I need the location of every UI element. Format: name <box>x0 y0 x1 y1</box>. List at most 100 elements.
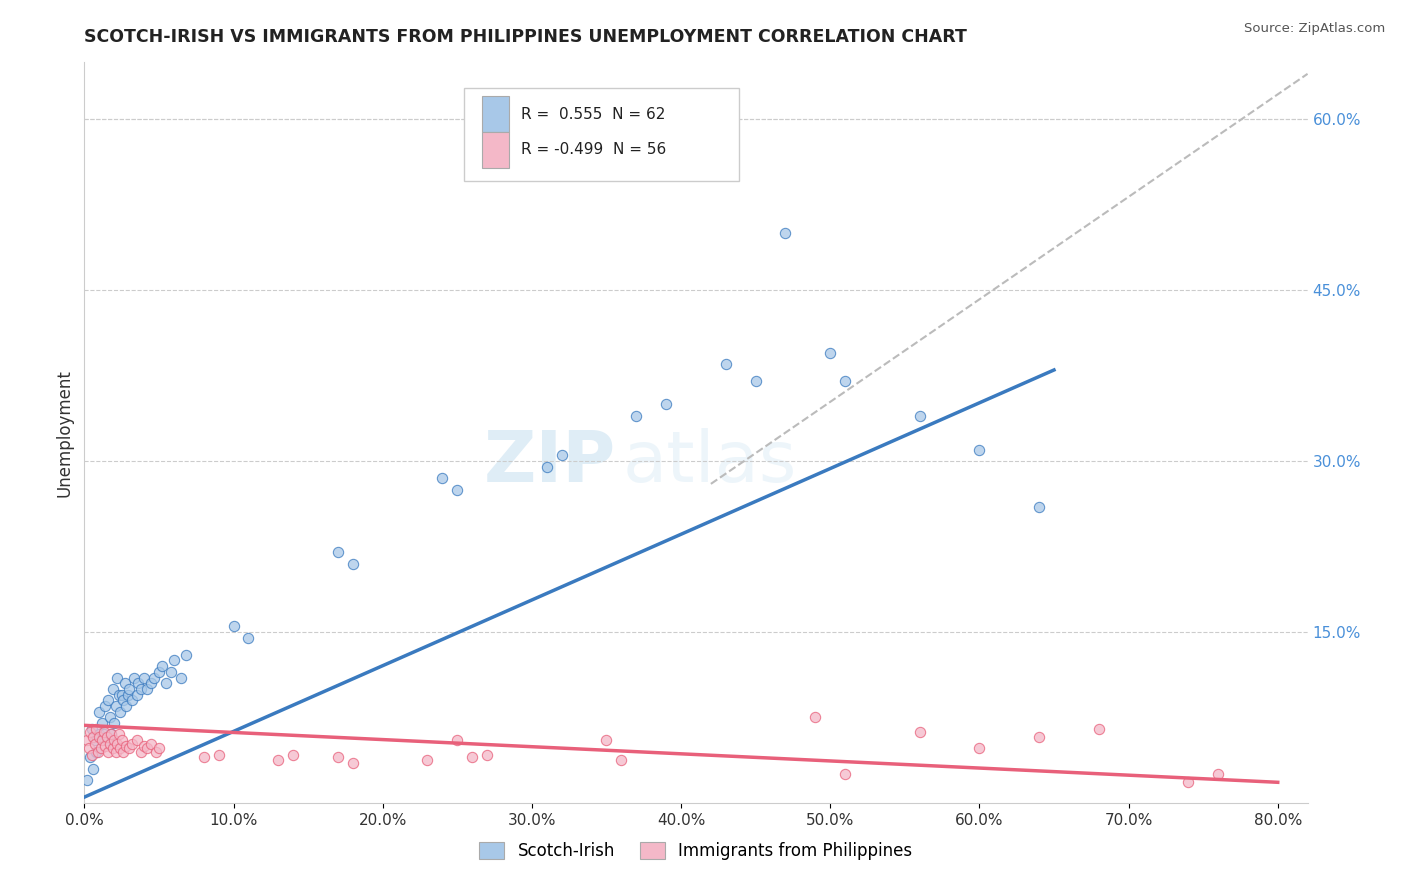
Point <box>108 741 131 756</box>
Point <box>170 671 193 685</box>
Point <box>97 693 120 707</box>
Point <box>145 745 167 759</box>
Y-axis label: Unemployment: Unemployment <box>55 368 73 497</box>
Point <box>150 659 173 673</box>
Legend: Scotch-Irish, Immigrants from Philippines: Scotch-Irish, Immigrants from Philippine… <box>471 834 921 869</box>
FancyBboxPatch shape <box>482 96 509 132</box>
Point <box>148 665 170 679</box>
Point <box>105 671 128 685</box>
Point <box>446 733 468 747</box>
Point <box>82 730 104 744</box>
Point <box>121 737 143 751</box>
Point <box>101 681 124 696</box>
Point <box>163 653 186 667</box>
Point <box>107 727 129 741</box>
Point <box>267 752 290 766</box>
Point <box>111 688 134 702</box>
Point <box>83 737 105 751</box>
Point <box>103 716 125 731</box>
Point <box>117 688 139 702</box>
Point <box>121 693 143 707</box>
Point <box>77 741 100 756</box>
Point <box>446 483 468 497</box>
Point <box>108 705 131 719</box>
Point <box>148 741 170 756</box>
Point <box>908 725 931 739</box>
Point <box>610 752 633 766</box>
Point <box>155 676 177 690</box>
Point <box>91 733 114 747</box>
Point <box>1028 500 1050 514</box>
Text: SCOTCH-IRISH VS IMMIGRANTS FROM PHILIPPINES UNEMPLOYMENT CORRELATION CHART: SCOTCH-IRISH VS IMMIGRANTS FROM PHILIPPI… <box>84 28 967 45</box>
Point <box>141 676 163 690</box>
Point <box>93 727 115 741</box>
Point <box>94 739 117 753</box>
Text: Source: ZipAtlas.com: Source: ZipAtlas.com <box>1244 22 1385 36</box>
Point <box>551 449 574 463</box>
Point <box>1177 775 1199 789</box>
Point <box>160 665 183 679</box>
Point <box>775 227 797 241</box>
FancyBboxPatch shape <box>482 132 509 168</box>
Point <box>1028 730 1050 744</box>
Point <box>416 752 439 766</box>
Point <box>222 619 245 633</box>
Point <box>342 557 364 571</box>
Point <box>174 648 197 662</box>
Point <box>125 733 148 747</box>
Point <box>136 681 159 696</box>
Point <box>536 459 558 474</box>
Point <box>127 676 149 690</box>
Point <box>80 747 103 762</box>
Point <box>132 739 155 753</box>
Point <box>969 741 991 756</box>
Point <box>104 698 127 713</box>
Point <box>80 722 103 736</box>
Point <box>122 671 145 685</box>
Point <box>118 681 141 696</box>
Point <box>1087 722 1109 736</box>
Point <box>90 741 112 756</box>
Point <box>326 750 349 764</box>
Point <box>804 710 827 724</box>
FancyBboxPatch shape <box>464 88 738 181</box>
Point <box>112 693 135 707</box>
Point <box>100 727 122 741</box>
Point <box>105 737 128 751</box>
Point <box>79 750 101 764</box>
Point <box>969 442 991 457</box>
Point <box>432 471 454 485</box>
Point <box>87 745 110 759</box>
Point <box>118 741 141 756</box>
Point <box>129 745 152 759</box>
Text: R =  0.555  N = 62: R = 0.555 N = 62 <box>522 107 665 122</box>
Point <box>84 722 107 736</box>
Point <box>475 747 498 762</box>
Point <box>101 741 124 756</box>
Point <box>84 745 107 759</box>
Point <box>714 357 737 371</box>
Point <box>626 409 648 423</box>
Text: atlas: atlas <box>623 428 797 497</box>
Point <box>908 409 931 423</box>
Point <box>82 762 104 776</box>
Point <box>97 745 120 759</box>
Point <box>91 716 114 731</box>
Point <box>1206 767 1229 781</box>
Point <box>238 631 260 645</box>
Point <box>100 727 122 741</box>
Point <box>98 737 121 751</box>
Point <box>326 545 349 559</box>
Point <box>136 741 159 756</box>
Point <box>111 733 134 747</box>
Point <box>96 730 118 744</box>
Point <box>107 688 129 702</box>
Point <box>115 739 138 753</box>
Point <box>834 375 856 389</box>
Point <box>125 688 148 702</box>
Point <box>94 698 117 713</box>
Point <box>89 730 111 744</box>
Text: R = -0.499  N = 56: R = -0.499 N = 56 <box>522 143 666 157</box>
Point <box>112 745 135 759</box>
Point <box>283 747 305 762</box>
